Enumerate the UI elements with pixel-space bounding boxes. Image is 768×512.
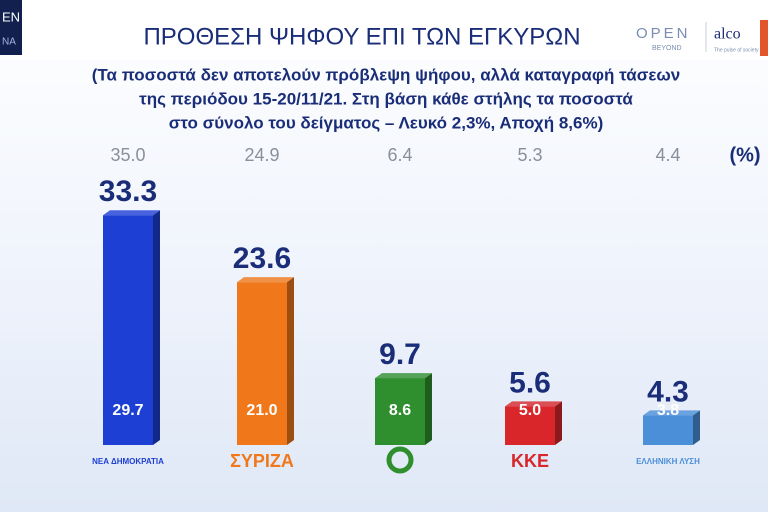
value-label: 23.6: [233, 242, 291, 275]
party-label: ΝΕΑ ΔΗΜΟΚΡΑΤΙΑ: [92, 457, 164, 466]
bar-side: [555, 401, 562, 445]
open-logo: OPEN: [636, 25, 691, 42]
base-label: 21.0: [246, 402, 277, 419]
value-label: 33.3: [99, 175, 157, 208]
subtitle: (Τα ποσοστά δεν αποτελούν πρόβλεψη ψήφου…: [92, 65, 680, 84]
base-label: 3.8: [657, 402, 679, 419]
bar-side: [287, 277, 294, 445]
value-label: 4.3: [647, 375, 689, 408]
base-label: 5.0: [519, 402, 541, 419]
unit-label: (%): [729, 144, 760, 166]
subtitle: της περιόδου 15-20/11/21. Στη βάση κάθε …: [139, 89, 633, 108]
left-logo-box: [0, 0, 22, 55]
previous-label: 35.0: [110, 145, 145, 165]
party-label: ΣΥΡΙΖΑ: [230, 451, 294, 471]
bar-top: [505, 401, 562, 407]
bar: [505, 406, 555, 445]
bar-top: [643, 410, 700, 416]
alco-logo: alco: [714, 26, 741, 43]
header: [0, 0, 768, 60]
bar: [237, 282, 287, 445]
base-label: 8.6: [389, 402, 411, 419]
previous-label: 6.4: [387, 145, 412, 165]
party-logo: [386, 446, 414, 474]
left-logo-sub: NA: [2, 37, 16, 48]
chart-title: ΠΡΟΘΕΣΗ ΨΗΦΟΥ ΕΠΙ ΤΩΝ ΕΓΚΥΡΩΝ: [143, 23, 580, 50]
bar-side: [693, 410, 700, 445]
bar: [375, 378, 425, 445]
bar-top: [237, 277, 294, 283]
bar-side: [425, 373, 432, 445]
previous-label: 4.4: [655, 145, 680, 165]
previous-label: 24.9: [244, 145, 279, 165]
party-label: ΚΚΕ: [511, 451, 549, 471]
left-logo: EN: [2, 9, 20, 24]
bar-top: [375, 373, 432, 379]
value-label: 9.7: [379, 338, 421, 371]
base-label: 29.7: [112, 402, 143, 419]
subtitle: στο σύνολο του δείγματος – Λευκό 2,3%, Α…: [169, 113, 603, 132]
open-logo-sub: BEYOND: [652, 45, 682, 52]
party-label: ΕΛΛΗΝΙΚΗ ΛΥΣΗ: [636, 457, 700, 466]
accent: [760, 20, 768, 56]
alco-logo-sub: The pulse of society: [714, 47, 759, 53]
bar-top: [103, 210, 160, 216]
bar: [103, 215, 153, 445]
previous-label: 5.3: [517, 145, 542, 165]
bar-side: [153, 210, 160, 445]
value-label: 5.6: [509, 366, 551, 399]
bar: [643, 415, 693, 445]
